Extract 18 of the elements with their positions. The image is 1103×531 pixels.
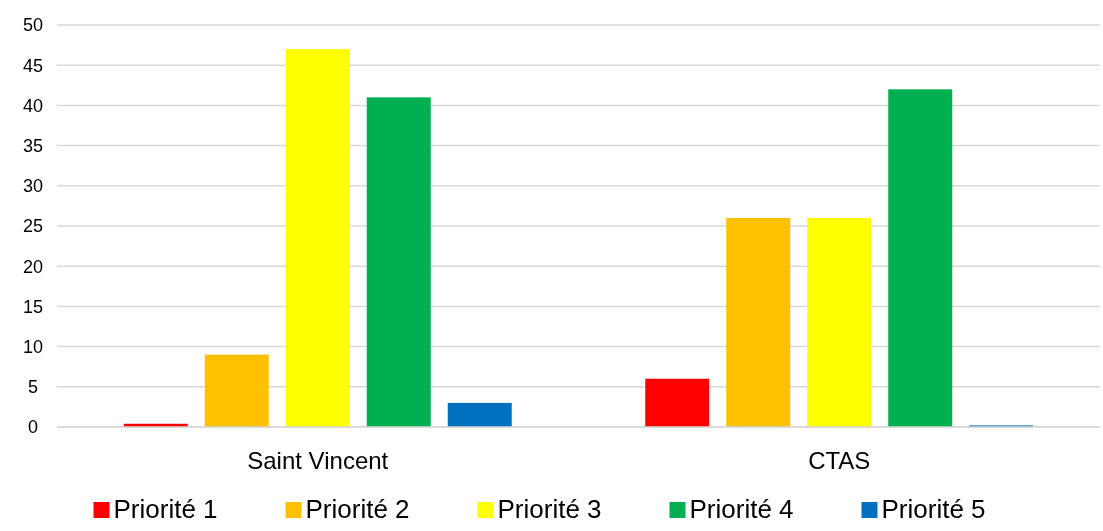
x-tick-label: Saint Vincent [247, 447, 389, 474]
x-tick-label: CTAS [808, 447, 871, 474]
legend-label: Priorité 5 [881, 494, 986, 524]
y-tick-label: 35 [22, 135, 44, 156]
y-tick-label: 45 [22, 55, 44, 76]
legend-label: Priorité 2 [305, 494, 410, 524]
y-tick-label: 50 [22, 15, 44, 36]
y-tick-label: 20 [22, 256, 44, 277]
legend-label: Priorité 1 [113, 494, 218, 524]
y-tick-label: 25 [22, 216, 44, 237]
y-tick-label: 5 [27, 377, 39, 398]
y-tick-label: 10 [22, 336, 44, 357]
y-tick-label: 0 [27, 417, 39, 438]
legend-label: Priorité 3 [497, 494, 602, 524]
legend-label: Priorité 4 [689, 494, 794, 524]
y-tick-label: 15 [22, 296, 44, 317]
y-tick-label: 30 [22, 176, 44, 197]
y-tick-label: 40 [22, 95, 44, 116]
